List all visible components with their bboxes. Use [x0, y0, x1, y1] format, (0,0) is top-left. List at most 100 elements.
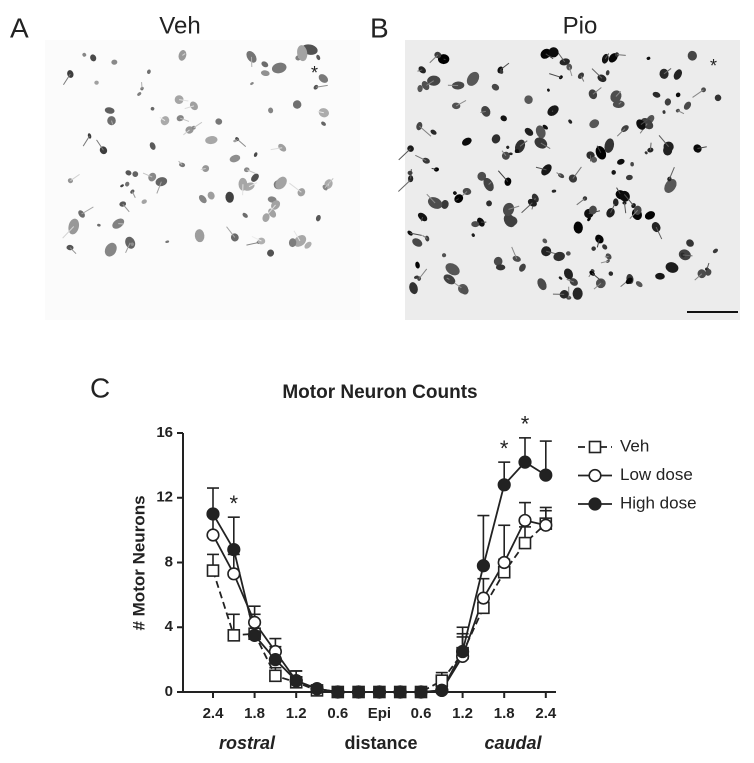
cell [466, 71, 480, 86]
process [535, 166, 547, 171]
cell [558, 276, 563, 280]
cell [445, 263, 460, 276]
cell [652, 91, 661, 98]
panel-letter: A [10, 12, 29, 43]
cell [316, 54, 321, 61]
cell [506, 145, 510, 149]
significance-mark: * [230, 491, 239, 516]
cell [315, 214, 321, 222]
cell [165, 240, 170, 244]
cell [491, 83, 500, 91]
process [179, 99, 189, 102]
cell [602, 244, 608, 250]
data-point [248, 615, 262, 629]
process [183, 129, 190, 136]
process [596, 238, 600, 248]
cell [318, 74, 329, 83]
cell [712, 248, 718, 254]
cell [589, 119, 600, 129]
cell [625, 174, 633, 181]
cell [548, 47, 559, 58]
data-point [518, 455, 532, 469]
cell [483, 177, 494, 192]
cell [665, 262, 679, 273]
process [616, 128, 626, 137]
cell [120, 184, 124, 188]
series-line [212, 522, 547, 693]
chart-title: Motor Neuron Counts [282, 382, 477, 403]
x-tick-label: Epi [368, 705, 391, 722]
cell [321, 121, 326, 126]
cell [253, 152, 258, 157]
cell [90, 54, 97, 62]
process [551, 110, 554, 113]
cell [417, 84, 423, 93]
cell [288, 238, 297, 248]
chart: 0 4 8 12 16 2.4 1.8 1.2 0.6 Epi 0.6 1.2 1.8 2.4 * * * Veh… [156, 412, 696, 722]
cell [225, 191, 234, 203]
process [418, 125, 432, 137]
cell [137, 92, 142, 96]
process [545, 53, 554, 60]
process [178, 160, 183, 166]
cell [267, 249, 275, 257]
cell [553, 251, 565, 262]
cell [462, 137, 472, 146]
process [270, 147, 283, 151]
data-point [206, 564, 220, 577]
process [694, 273, 703, 281]
cell [664, 178, 677, 193]
cell [493, 256, 503, 266]
cell [215, 118, 223, 125]
cell [524, 127, 534, 136]
process [521, 202, 533, 214]
cell [541, 246, 552, 257]
process [182, 53, 186, 56]
cell [547, 88, 550, 92]
cell [655, 272, 665, 280]
data-point [518, 536, 532, 550]
process [426, 193, 436, 204]
micrograph-pio [398, 40, 740, 320]
cell [644, 211, 656, 220]
process [420, 216, 424, 222]
cell [233, 139, 238, 143]
process [317, 110, 324, 114]
cell [422, 157, 430, 164]
micrograph-veh [45, 40, 360, 320]
process [508, 205, 520, 210]
cell [664, 98, 672, 106]
cell [514, 149, 520, 154]
process [248, 182, 258, 188]
process [566, 278, 574, 283]
process [488, 181, 492, 185]
process [706, 262, 710, 270]
cell [605, 70, 610, 76]
legend-label: High dose [620, 493, 697, 512]
process [417, 69, 423, 72]
cell [471, 221, 480, 228]
cell [268, 107, 274, 114]
cell [205, 135, 218, 145]
x-tick-label: 1.8 [244, 705, 265, 722]
cell [146, 69, 151, 74]
process [499, 62, 510, 71]
process [615, 90, 622, 97]
x-tick-label: 0.6 [411, 705, 432, 722]
cell [427, 197, 443, 209]
process [556, 172, 562, 177]
legend-marker [588, 497, 602, 511]
process [576, 198, 586, 206]
process [610, 204, 616, 213]
panel-title: Veh [159, 12, 200, 39]
cell [565, 251, 571, 256]
cell [229, 154, 241, 163]
cell [262, 213, 270, 222]
process [62, 226, 75, 239]
cell [683, 101, 692, 110]
cell [591, 246, 596, 251]
cell [486, 200, 492, 207]
cell [149, 142, 156, 150]
cell [619, 190, 630, 202]
process [398, 148, 411, 161]
